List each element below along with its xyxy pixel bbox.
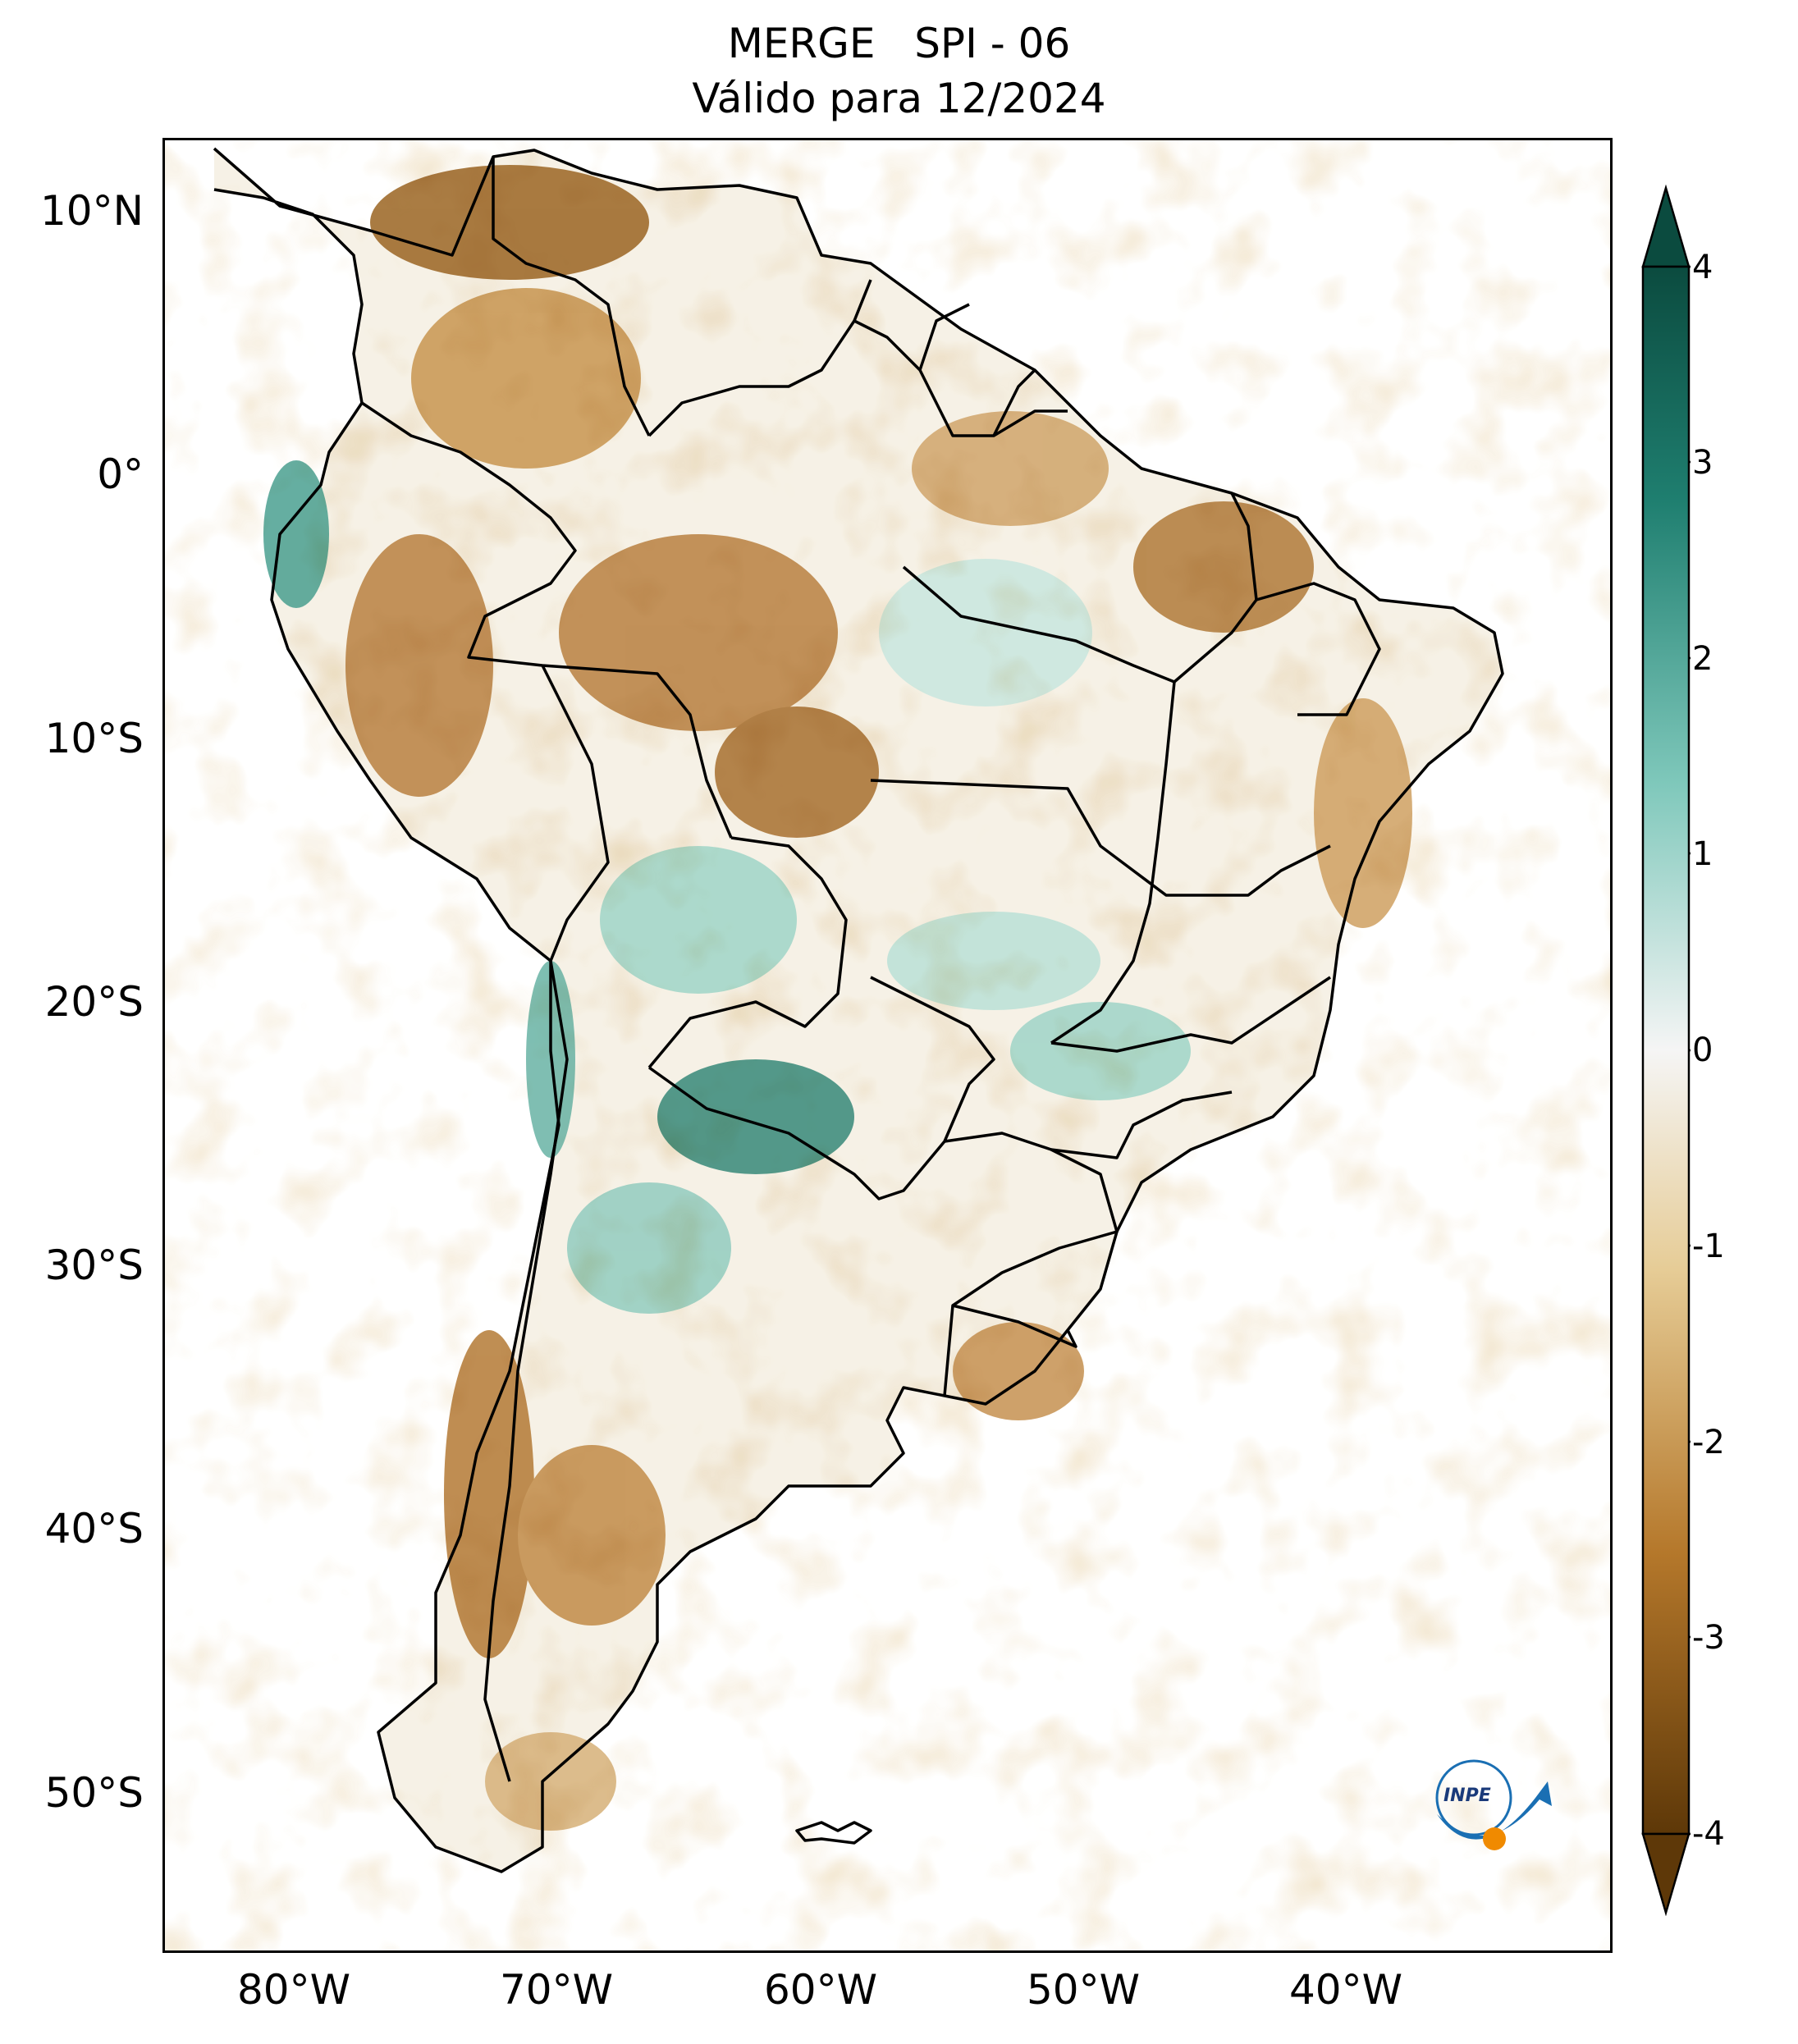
lat-label-30s: 30°S <box>44 1241 144 1289</box>
border-brazil-states-6 <box>1256 582 1381 716</box>
border-bolivia-peru-chile <box>541 665 610 962</box>
border-chile-argentina <box>483 960 569 1782</box>
cb-label-0: 0 <box>1692 1031 1713 1069</box>
spi-map-svg: INPE <box>165 140 1610 1950</box>
dry-texture <box>165 140 1610 1950</box>
cb-label-m4: -4 <box>1692 1815 1725 1853</box>
colorbar <box>1641 185 1690 1916</box>
cb-label-m3: -3 <box>1692 1619 1725 1657</box>
logo-text: INPE <box>1443 1786 1491 1806</box>
border-paraguay <box>647 976 995 1200</box>
lat-label-40s: 40°S <box>44 1505 144 1552</box>
lat-label-0: 0° <box>97 450 144 498</box>
border-uruguay <box>952 1304 1077 1348</box>
cb-label-m2: -2 <box>1692 1424 1725 1461</box>
border-brazil-bolivia <box>647 836 848 1069</box>
lon-label-60w: 60°W <box>763 1966 878 2014</box>
lon-label-80w: 80°W <box>236 1966 351 2014</box>
border-colombia-ecuador-peru <box>361 401 733 839</box>
border-venezuela-colombia <box>492 157 651 437</box>
country-borders <box>213 147 1504 1873</box>
coastline <box>213 147 1504 1873</box>
border-brazil-north <box>647 319 1068 437</box>
border-brazil-states-7 <box>1050 1091 1233 1159</box>
cb-label-2: 2 <box>1692 640 1713 678</box>
border-guianas <box>853 279 1036 437</box>
border-brazil-states-3 <box>1050 681 1176 1045</box>
lat-label-10s: 10°S <box>44 715 144 762</box>
logo-sun <box>1483 1827 1506 1850</box>
border-brazil-states-4 <box>1050 976 1331 1053</box>
lon-label-40w: 40°W <box>1288 1966 1403 2014</box>
cb-label-m1: -1 <box>1692 1228 1725 1265</box>
border-brazil-states-1 <box>870 779 1331 897</box>
colorbar-ticks <box>1689 265 1690 1836</box>
colorbar-bottom-arrow <box>1641 1832 1690 1916</box>
lat-label-20s: 20°S <box>44 978 144 1026</box>
colorbar-body <box>1641 265 1690 1836</box>
lat-label-10n: 10°N <box>39 187 144 235</box>
map-area: INPE <box>162 138 1613 1953</box>
map-title: MERGE SPI - 06 <box>727 20 1071 67</box>
map-subtitle: Válido para 12/2024 <box>692 75 1106 122</box>
lat-label-50s: 50°S <box>44 1769 144 1817</box>
inpe-logo: INPE <box>1435 1759 1552 1850</box>
cb-label-1: 1 <box>1692 835 1713 873</box>
falkland-islands <box>795 1821 872 1845</box>
logo-orbit-ring <box>1435 1759 1512 1836</box>
lon-label-70w: 70°W <box>499 1966 614 2014</box>
lon-label-50w: 50°W <box>1026 1966 1141 2014</box>
colorbar-top-arrow <box>1641 185 1690 268</box>
cb-label-4: 4 <box>1692 249 1713 286</box>
logo-swoosh <box>1437 1781 1552 1840</box>
border-brazil-states-2 <box>902 565 1175 684</box>
border-argentina-brazil-uruguay <box>943 1132 1119 1397</box>
cb-label-3: 3 <box>1692 444 1713 482</box>
